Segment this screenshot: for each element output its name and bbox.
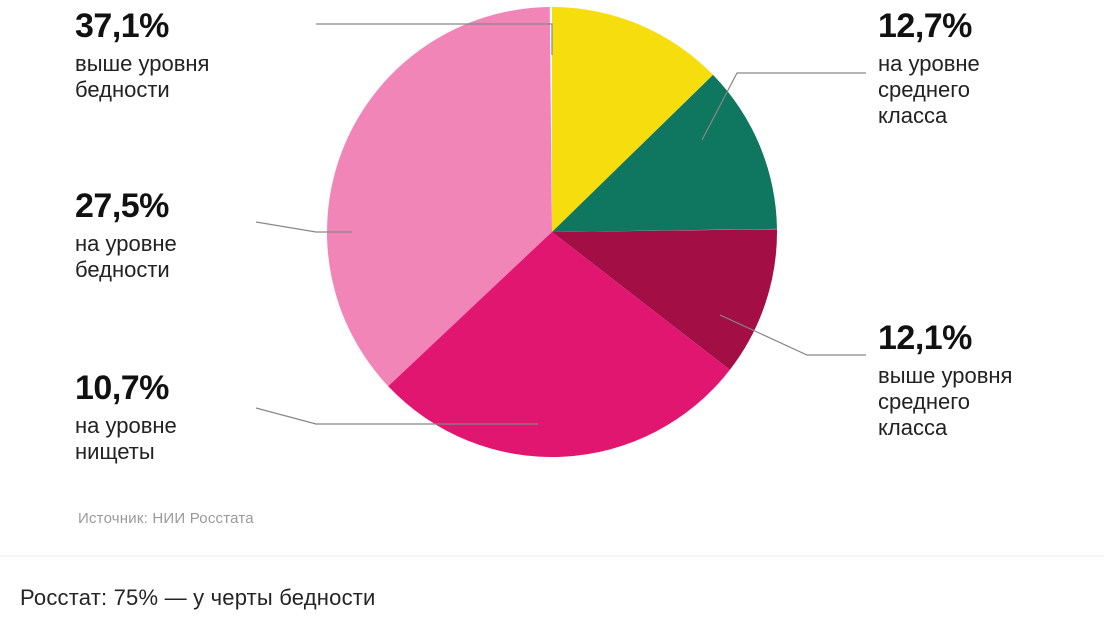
label-extreme_poverty: 10,7%на уровненищеты — [75, 368, 177, 465]
desc-above_middle: выше уровнясреднегокласса — [878, 363, 1012, 441]
label-at_poverty: 27,5%на уровнебедности — [75, 186, 177, 283]
caption-text: Росстат: 75% — у черты бедности — [20, 585, 376, 611]
desc-middle_class: на уровнесреднегокласса — [878, 51, 980, 129]
pct-above_poverty: 37,1% — [75, 6, 209, 47]
pct-above_middle: 12,1% — [878, 318, 1012, 359]
page: 37,1%выше уровнябедности 12,7%на уровнеср… — [0, 0, 1104, 619]
pie-chart: 37,1%выше уровнябедности 12,7%на уровнеср… — [0, 0, 1104, 555]
caption-area: Росстат: 75% — у черты бедности — [0, 555, 1104, 619]
desc-at_poverty: на уровнебедности — [75, 231, 177, 283]
source-text: Источник: НИИ Росстата — [78, 510, 254, 527]
pct-middle_class: 12,7% — [878, 6, 980, 47]
pct-extreme_poverty: 10,7% — [75, 368, 177, 409]
desc-extreme_poverty: на уровненищеты — [75, 413, 177, 465]
label-middle_class: 12,7%на уровнесреднегокласса — [878, 6, 980, 129]
desc-above_poverty: выше уровнябедности — [75, 51, 209, 103]
label-above_middle: 12,1%выше уровнясреднегокласса — [878, 318, 1012, 441]
pct-at_poverty: 27,5% — [75, 186, 177, 227]
label-above_poverty: 37,1%выше уровнябедности — [75, 6, 209, 103]
